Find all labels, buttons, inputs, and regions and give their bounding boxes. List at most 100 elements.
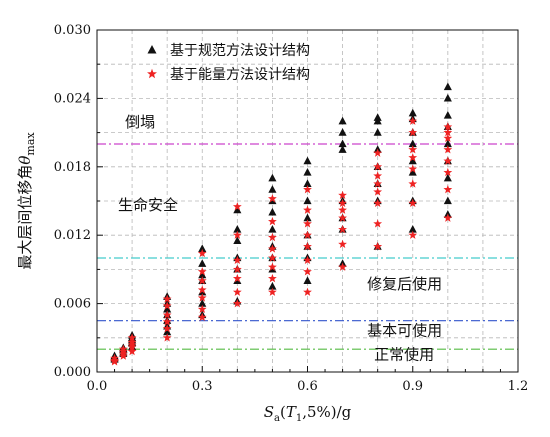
- data-point-star: [118, 349, 128, 358]
- data-point-triangle: [233, 225, 242, 233]
- data-point-triangle: [443, 139, 452, 148]
- data-point-star: [162, 301, 172, 310]
- x-axis-title-open: (: [280, 403, 286, 421]
- zone-label: 基本可使用: [367, 322, 442, 340]
- data-point-star: [443, 213, 453, 222]
- data-point-star: [268, 287, 277, 296]
- data-point-star: [268, 244, 277, 253]
- data-point-star: [268, 232, 277, 242]
- data-point-star: [268, 262, 277, 271]
- data-point-star: [303, 185, 312, 194]
- data-point-star: [303, 242, 312, 251]
- x-axis-title-t: T: [286, 403, 297, 421]
- data-point-star: [303, 255, 312, 264]
- data-point-star: [338, 213, 347, 222]
- data-point-star: [232, 287, 242, 296]
- data-point-star: [268, 273, 277, 283]
- data-point-triangle: [408, 156, 417, 165]
- legend-marker-star: [147, 68, 157, 79]
- data-point-triangle: [268, 173, 277, 182]
- data-point-star: [338, 239, 347, 249]
- data-point-triangle: [303, 196, 312, 205]
- data-point-triangle: [303, 213, 312, 222]
- data-point-star: [443, 156, 453, 165]
- data-point-star: [443, 122, 453, 131]
- data-point-star: [162, 333, 172, 342]
- x-tick-label: 0.3: [192, 379, 213, 394]
- data-point-star: [373, 219, 383, 228]
- data-point-star: [408, 128, 418, 137]
- data-point-triangle: [338, 145, 347, 153]
- data-point-triangle: [268, 207, 277, 216]
- data-point-star: [110, 357, 119, 366]
- axis-ticks: 0.0 0.3 0.6 0.9 1.2 0.000 0.006 0.012 0.018 0.024…: [54, 23, 529, 394]
- data-point-triangle: [443, 196, 452, 205]
- data-point-star: [303, 287, 312, 296]
- data-point-star: [373, 162, 383, 171]
- zone-label: 正常使用: [374, 345, 434, 363]
- x-axis-title: Sa(T1,5%)/g: [264, 403, 352, 424]
- data-point-star: [303, 267, 312, 276]
- data-point-star: [197, 304, 207, 314]
- data-point-star: [197, 276, 207, 285]
- data-point-triangle: [303, 168, 312, 176]
- data-point-star: [373, 148, 383, 157]
- data-point-star: [408, 116, 418, 125]
- data-point-star: [232, 255, 242, 264]
- x-axis-title-rest: ,5%)/g: [302, 403, 351, 421]
- data-point-triangle: [408, 225, 417, 233]
- y-tick-label: 0.024: [54, 91, 91, 106]
- data-point-star: [303, 219, 312, 228]
- data-point-star: [197, 267, 207, 276]
- data-point-triangle: [443, 82, 452, 91]
- data-point-star: [408, 145, 418, 154]
- data-point-star: [443, 133, 453, 143]
- data-point-star: [162, 294, 172, 303]
- data-point-star: [232, 299, 242, 308]
- x-tick-label: 0.0: [87, 379, 108, 394]
- data-point-star: [373, 171, 383, 180]
- zone-label: 生命安全: [118, 196, 178, 214]
- data-point-triangle: [408, 108, 417, 117]
- data-point-triangle: [163, 327, 172, 336]
- data-point-triangle: [373, 128, 382, 136]
- data-point-star: [162, 317, 172, 326]
- data-point-star: [127, 333, 137, 342]
- data-point-triangle: [443, 173, 452, 182]
- data-point-triangle: [268, 282, 277, 290]
- y-tick-label: 0.030: [54, 23, 91, 38]
- data-point-triangle: [443, 93, 452, 102]
- y-axis-title-theta: θ: [16, 156, 34, 165]
- data-point-star: [338, 224, 347, 234]
- data-point-star: [268, 216, 277, 226]
- data-point-star: [197, 293, 207, 302]
- legend-label: 基于能量方法设计结构: [170, 66, 310, 83]
- data-point-star: [373, 187, 383, 196]
- data-point-star: [303, 205, 312, 214]
- data-point-star: [197, 285, 207, 294]
- data-point-star: [338, 262, 347, 271]
- data-point-triangle: [338, 128, 347, 136]
- data-point-star: [268, 194, 277, 203]
- data-point-star: [373, 198, 383, 207]
- data-point-star: [232, 273, 242, 283]
- data-point-star: [338, 190, 347, 200]
- data-point-triangle: [163, 304, 172, 313]
- data-point-star: [338, 198, 347, 207]
- data-point-star: [162, 324, 172, 333]
- data-point-triangle: [373, 113, 382, 121]
- data-point-star: [127, 346, 137, 356]
- data-point-triangle: [198, 299, 207, 307]
- data-point-triangle: [338, 116, 347, 125]
- x-axis-title-s: S: [264, 403, 274, 421]
- data-point-star: [373, 242, 383, 251]
- x-axis-title-sub-a: a: [274, 413, 280, 424]
- legend-marker-triangle: [147, 45, 157, 54]
- data-point-star: [373, 179, 383, 188]
- y-tick-label: 0.000: [54, 365, 91, 380]
- data-point-triangle: [303, 179, 312, 188]
- zone-label: 倒塌: [125, 113, 155, 131]
- data-point-star: [408, 198, 418, 207]
